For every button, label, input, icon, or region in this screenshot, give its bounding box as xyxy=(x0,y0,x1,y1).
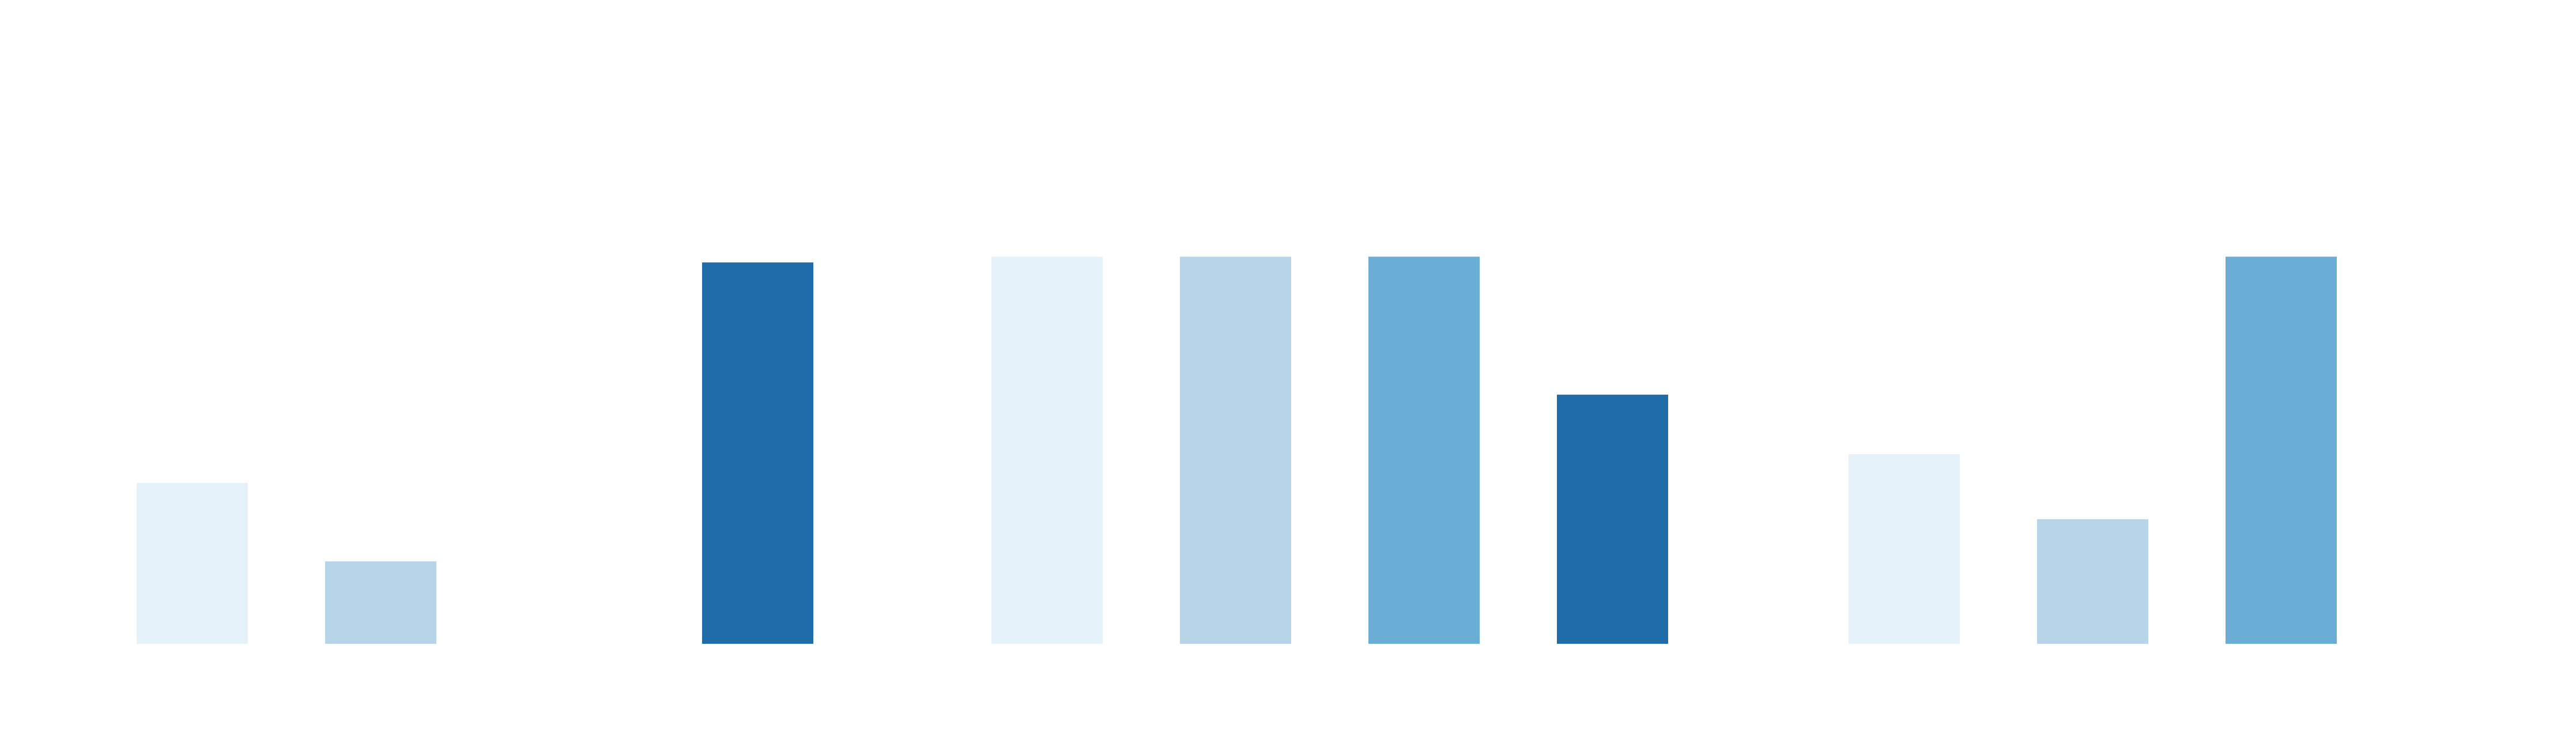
bars-layer xyxy=(137,256,2337,644)
bar-group3-series1 xyxy=(1849,454,1960,644)
bar-group1-series1 xyxy=(137,482,248,644)
bar-group3-series2 xyxy=(2037,519,2148,644)
bar-group1-series4 xyxy=(702,262,813,644)
bar-group1-series2 xyxy=(325,561,436,644)
bar-group2-series1 xyxy=(991,256,1103,644)
bar-group3-series3 xyxy=(2226,256,2337,644)
bar-group2-series4 xyxy=(1557,394,1668,644)
bar-group2-series2 xyxy=(1180,256,1291,644)
bar-group2-series3 xyxy=(1368,256,1480,644)
